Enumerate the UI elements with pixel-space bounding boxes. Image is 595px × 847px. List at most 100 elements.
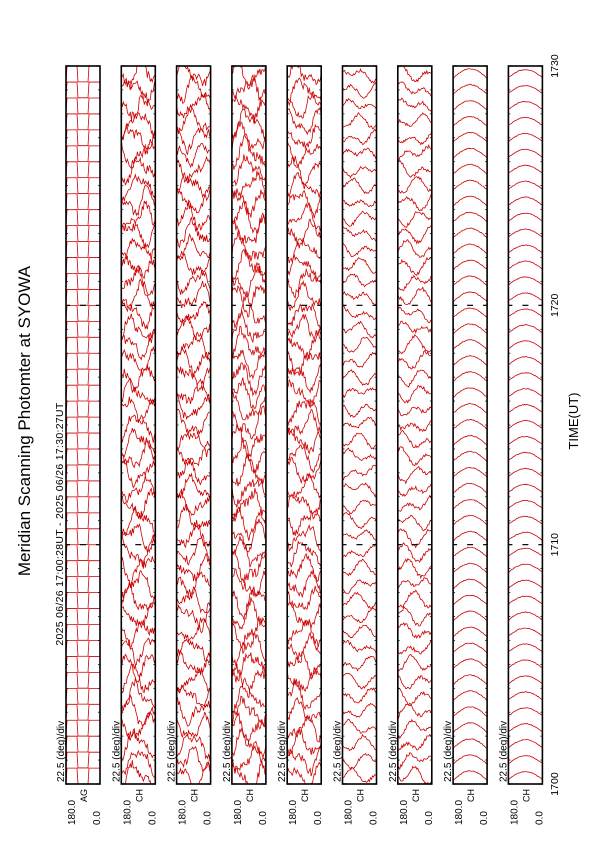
series-line xyxy=(508,132,543,142)
series-line xyxy=(287,426,322,455)
series-line xyxy=(121,694,156,727)
series-line xyxy=(121,556,156,587)
series-line xyxy=(453,499,488,510)
series-line xyxy=(121,313,156,344)
series-line xyxy=(66,113,100,131)
series-line xyxy=(121,364,156,394)
series-line xyxy=(176,711,211,738)
series-line xyxy=(342,369,377,386)
series-line xyxy=(342,226,377,242)
series-line xyxy=(508,515,543,525)
panel-traces xyxy=(66,66,100,784)
series-line xyxy=(176,472,211,499)
series-line xyxy=(397,129,432,146)
series-line xyxy=(342,591,377,609)
series-line xyxy=(453,642,488,654)
channel-label: CH xyxy=(521,789,531,802)
x-tick-label: 1730 xyxy=(549,54,561,78)
series-line xyxy=(397,385,432,404)
series-line xyxy=(176,250,211,276)
series-line xyxy=(176,155,211,184)
series-line xyxy=(397,66,432,83)
y-bottom-label: 0.0 xyxy=(369,811,380,825)
series-line xyxy=(287,280,322,312)
channel-label: CH xyxy=(134,789,144,802)
series-line xyxy=(508,164,543,174)
series-line xyxy=(66,640,100,657)
series-line xyxy=(66,352,100,370)
series-line xyxy=(231,107,266,142)
series-line xyxy=(453,227,488,239)
series-line xyxy=(231,454,266,488)
series-line xyxy=(66,671,100,689)
series-line xyxy=(121,653,156,683)
series-line xyxy=(121,475,156,503)
series-line xyxy=(287,713,322,743)
series-line xyxy=(231,66,266,90)
series-line xyxy=(121,92,156,124)
series-line xyxy=(397,239,432,258)
series-line xyxy=(176,745,211,772)
series-line xyxy=(287,507,322,536)
series-line xyxy=(342,416,377,429)
series-line xyxy=(66,464,100,482)
series-line xyxy=(342,273,377,288)
x-tick-label: 1720 xyxy=(549,293,561,317)
panel-ticks xyxy=(176,65,211,785)
series-line xyxy=(121,570,156,600)
series-line xyxy=(121,487,156,520)
series-line xyxy=(66,336,100,354)
series-line xyxy=(397,622,432,640)
series-line xyxy=(342,752,377,769)
panel-traces xyxy=(176,66,211,784)
series-line xyxy=(176,441,211,467)
series-line xyxy=(231,284,266,318)
y-top-label: 180.0 xyxy=(399,800,410,825)
series-line xyxy=(342,702,377,718)
series-line xyxy=(342,210,377,227)
series-line xyxy=(342,558,377,577)
series-line xyxy=(508,707,543,717)
series-line xyxy=(508,148,543,158)
series-line xyxy=(176,348,211,378)
series-line xyxy=(231,652,266,683)
series-line xyxy=(66,225,100,242)
series-line xyxy=(66,719,100,737)
series-line xyxy=(342,529,377,542)
channel-label: CH xyxy=(466,789,476,802)
series-line xyxy=(287,378,322,409)
series-line xyxy=(287,302,322,329)
series-line xyxy=(508,324,543,334)
series-line xyxy=(397,418,432,433)
series-line xyxy=(121,265,156,296)
panel-traces xyxy=(342,67,377,784)
series-line xyxy=(176,458,211,486)
series-line xyxy=(66,368,100,386)
series-line xyxy=(453,275,488,286)
series-line xyxy=(342,97,377,110)
series-line xyxy=(397,483,432,497)
series-line xyxy=(66,177,100,194)
series-line xyxy=(66,305,100,322)
series-line xyxy=(121,458,156,489)
figure-title: Meridian Scanning Photomter at SYOWA xyxy=(15,265,34,576)
series-line xyxy=(397,528,432,549)
series-line xyxy=(397,672,432,690)
series-line xyxy=(508,563,543,573)
series-line xyxy=(66,66,100,83)
series-line xyxy=(508,69,543,78)
series-line xyxy=(287,680,322,711)
series-line xyxy=(508,579,543,589)
channel-label: CH xyxy=(411,789,421,802)
series-line xyxy=(121,329,156,361)
series-line xyxy=(287,267,322,299)
series-line xyxy=(121,427,156,458)
series-line xyxy=(453,546,488,558)
series-line xyxy=(287,92,322,119)
series-line xyxy=(176,75,211,104)
series-line xyxy=(397,542,432,563)
series-line xyxy=(231,199,266,234)
series-line xyxy=(231,154,266,188)
series-line xyxy=(397,306,432,324)
series-line xyxy=(121,760,156,784)
